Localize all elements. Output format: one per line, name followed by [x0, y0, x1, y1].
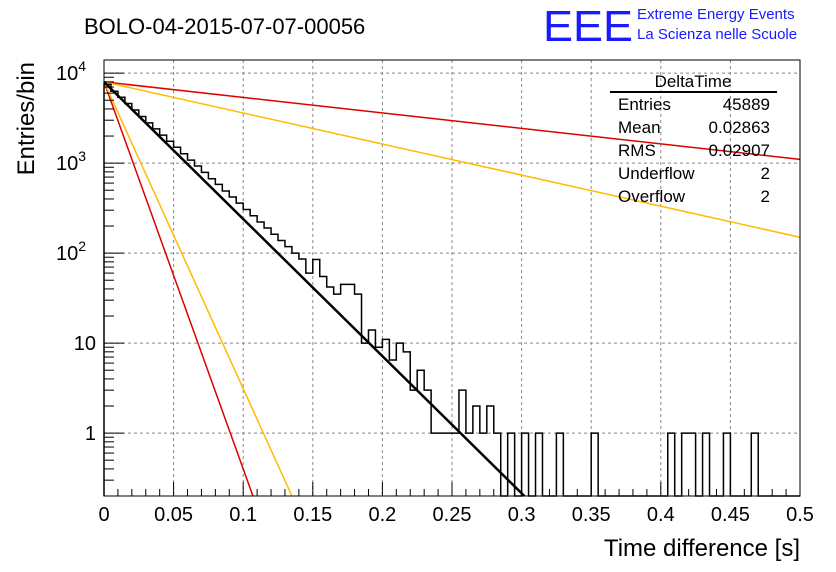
stats-row-value: 0.02907 — [709, 141, 770, 160]
x-tick-label: 0.05 — [154, 504, 193, 526]
logo-line1: Extreme Energy Events — [637, 6, 795, 23]
x-tick-label: 0.35 — [572, 504, 611, 526]
y-tick-label: 1 — [85, 423, 96, 445]
y-tick-label: 10 — [74, 333, 96, 355]
stats-row-value: 2 — [761, 187, 770, 206]
logo-line2: La Scienza nelle Scuole — [637, 26, 797, 43]
stats-row-label: Mean — [618, 118, 661, 137]
eee-logo: EEE Extreme Energy Events La Scienza nel… — [543, 2, 797, 51]
x-tick-label: 0.1 — [229, 504, 257, 526]
y-tick-label: 103 — [56, 148, 86, 175]
x-tick-label: 0.2 — [368, 504, 396, 526]
x-tick-label: 0.3 — [508, 504, 536, 526]
tick-labels: 0 0.05 0.1 0.15 0.2 0.25 0.3 0.35 0.4 0.45 0.5 1 10 1… — [56, 58, 814, 526]
y-tick-label: 102 — [56, 238, 86, 265]
x-tick-label: 0 — [98, 504, 109, 526]
x-tick-label: 0.45 — [711, 504, 750, 526]
x-tick-label: 0.25 — [433, 504, 472, 526]
y-axis-label: Entries/bin — [13, 62, 40, 175]
fit-curve-5 — [103, 81, 293, 497]
stats-row-value: 0.02863 — [709, 118, 770, 137]
grid-lines — [104, 60, 800, 496]
axes — [103, 59, 801, 497]
x-tick-label: 0.5 — [786, 504, 814, 526]
fit-curve-4 — [103, 81, 254, 497]
fit-curve-2 — [103, 81, 801, 161]
fit-curves — [103, 81, 801, 497]
stats-row-label: RMS — [618, 141, 656, 160]
y-tick-label: 104 — [56, 58, 86, 85]
stats-row-value: 2 — [761, 164, 770, 183]
fit-curve-1 — [103, 80, 526, 497]
stats-row-label: Underflow — [618, 164, 695, 183]
stats-box: DeltaTime Entries 45889 Mean 0.02863 RMS 0.02… — [610, 72, 777, 206]
stats-title: DeltaTime — [655, 72, 732, 91]
stats-row-label: Overflow — [618, 187, 686, 206]
x-tick-label: 0.4 — [647, 504, 675, 526]
stats-rows: Entries 45889 Mean 0.02863 RMS 0.02907 Underfl… — [618, 95, 770, 206]
fit-curve-3 — [103, 81, 801, 239]
x-tick-label: 0.15 — [293, 504, 332, 526]
plot-frame — [103, 59, 801, 497]
logo-eee-text: EEE — [543, 2, 633, 51]
x-axis-label: Time difference [s] — [604, 535, 800, 562]
stats-row-label: Entries — [618, 95, 671, 114]
stats-row-value: 45889 — [723, 95, 770, 114]
chart-title: BOLO-04-2015-07-07-00056 — [84, 14, 365, 39]
